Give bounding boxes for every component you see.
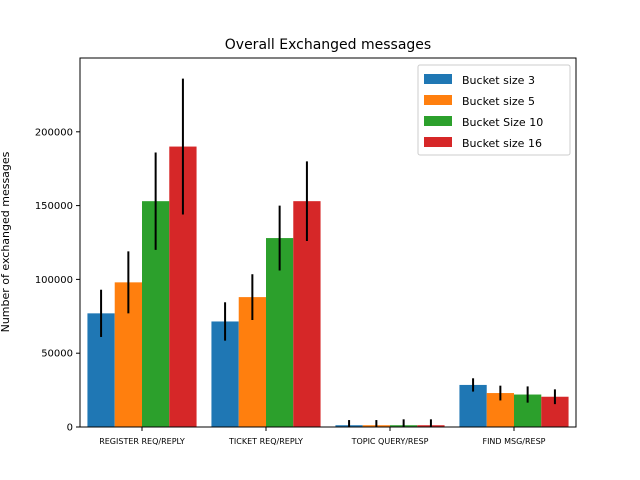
- legend-label-1: Bucket size 5: [462, 95, 535, 108]
- y-tick-label-1: 50000: [41, 349, 73, 360]
- legend-label-2: Bucket Size 10: [462, 116, 543, 129]
- legend-label-3: Bucket size 16: [462, 137, 542, 150]
- legend-swatch-0: [424, 74, 452, 84]
- plot-frame: [79, 57, 577, 428]
- error-bars-layer: [100, 78, 556, 427]
- x-tick-label-3: FIND MSG/RESP: [482, 437, 545, 446]
- bars-layer: [87, 146, 569, 427]
- legend-swatch-1: [424, 95, 452, 105]
- chart-title: Overall Exchanged messages: [225, 37, 431, 53]
- y-tick-label-3: 150000: [35, 201, 73, 212]
- x-tick-label-0: REGISTER REQ/REPLY: [99, 437, 185, 446]
- y-tick-label-4: 200000: [35, 127, 73, 138]
- x-tick-label-1: TICKET REQ/REPLY: [228, 437, 303, 446]
- y-tick-label-2: 100000: [35, 275, 73, 286]
- bar-0-3: [459, 384, 487, 427]
- legend-swatch-3: [424, 137, 452, 147]
- legend-swatch-2: [424, 116, 452, 126]
- y-axis-label: Number of exchanged messages: [0, 151, 12, 332]
- legend-label-0: Bucket size 3: [462, 74, 535, 87]
- legend-box: [417, 64, 571, 156]
- legend: Bucket size 3 Bucket size 5 Bucket Size 10…: [417, 64, 571, 156]
- x-tick-label-2: TOPIC QUERY/RESP: [351, 437, 429, 446]
- y-tick-label-0: 0: [67, 423, 73, 434]
- axes-layer: 0 50000 100000 150000 200000 REGISTER REQ/REP…: [35, 57, 577, 446]
